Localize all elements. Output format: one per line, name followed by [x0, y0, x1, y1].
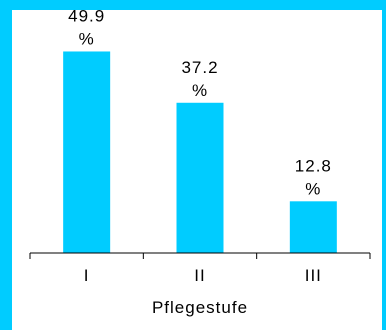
bar-II: [176, 102, 224, 254]
bar-III: [289, 201, 337, 253]
chart-frame: 49.9% 37.2% 12.8% I II III Pflegestufe: [12, 10, 382, 330]
data-labels-group: 49.9% 37.2% 12.8%: [68, 10, 332, 198]
data-label-value: 12.8: [295, 156, 332, 175]
data-label-unit: %: [79, 29, 95, 48]
data-label-value: 49.9: [68, 10, 105, 25]
x-axis-label: Pflegestufe: [152, 298, 248, 317]
x-tick-label: I: [84, 266, 90, 285]
data-label-unit: %: [192, 81, 208, 100]
bars-group: [63, 51, 337, 254]
x-tick-label: III: [305, 266, 322, 285]
data-label-unit: %: [305, 179, 321, 198]
bar-chart: 49.9%37.2%12.8% I II III Pflegestufe: [29, 10, 371, 317]
bar-I: [63, 51, 111, 253]
data-label-value: 37.2: [181, 58, 218, 77]
x-ticks-group: I II III: [29, 253, 371, 285]
x-tick-label: II: [194, 266, 205, 285]
